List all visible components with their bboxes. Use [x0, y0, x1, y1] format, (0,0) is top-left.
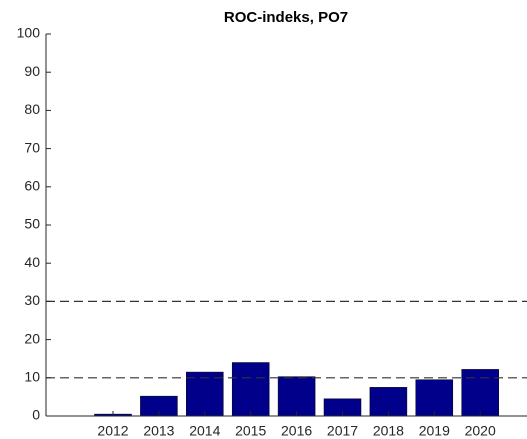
y-tick-label: 20 [24, 330, 40, 346]
x-tick-label: 2016 [281, 423, 312, 439]
bar [231, 362, 270, 417]
x-tick-label: 2012 [97, 423, 128, 439]
x-tick-label: 2020 [465, 423, 496, 439]
bar [277, 376, 316, 417]
x-tick-label: 2019 [419, 423, 450, 439]
y-tick-label: 10 [24, 369, 40, 385]
bar [461, 369, 499, 417]
y-tick-label: 60 [24, 178, 40, 194]
y-tick-label: 80 [24, 101, 40, 117]
x-tick-label: 2017 [327, 423, 358, 439]
x-tick-label: 2014 [189, 423, 220, 439]
y-tick-label: 90 [24, 63, 40, 79]
y-tick-label: 100 [17, 25, 41, 41]
y-tick-label: 70 [24, 139, 40, 155]
x-tick-label: 2013 [143, 423, 174, 439]
chart-title: ROC-indeks, PO7 [224, 9, 348, 26]
bar [415, 379, 454, 417]
y-tick-label: 30 [24, 292, 40, 308]
x-tick-label: 2018 [373, 423, 404, 439]
x-tick-label: 2015 [235, 423, 266, 439]
y-tick-label: 0 [32, 407, 40, 423]
y-tick-label: 50 [24, 216, 40, 232]
bar [186, 371, 224, 417]
y-tick-label: 40 [24, 254, 40, 270]
